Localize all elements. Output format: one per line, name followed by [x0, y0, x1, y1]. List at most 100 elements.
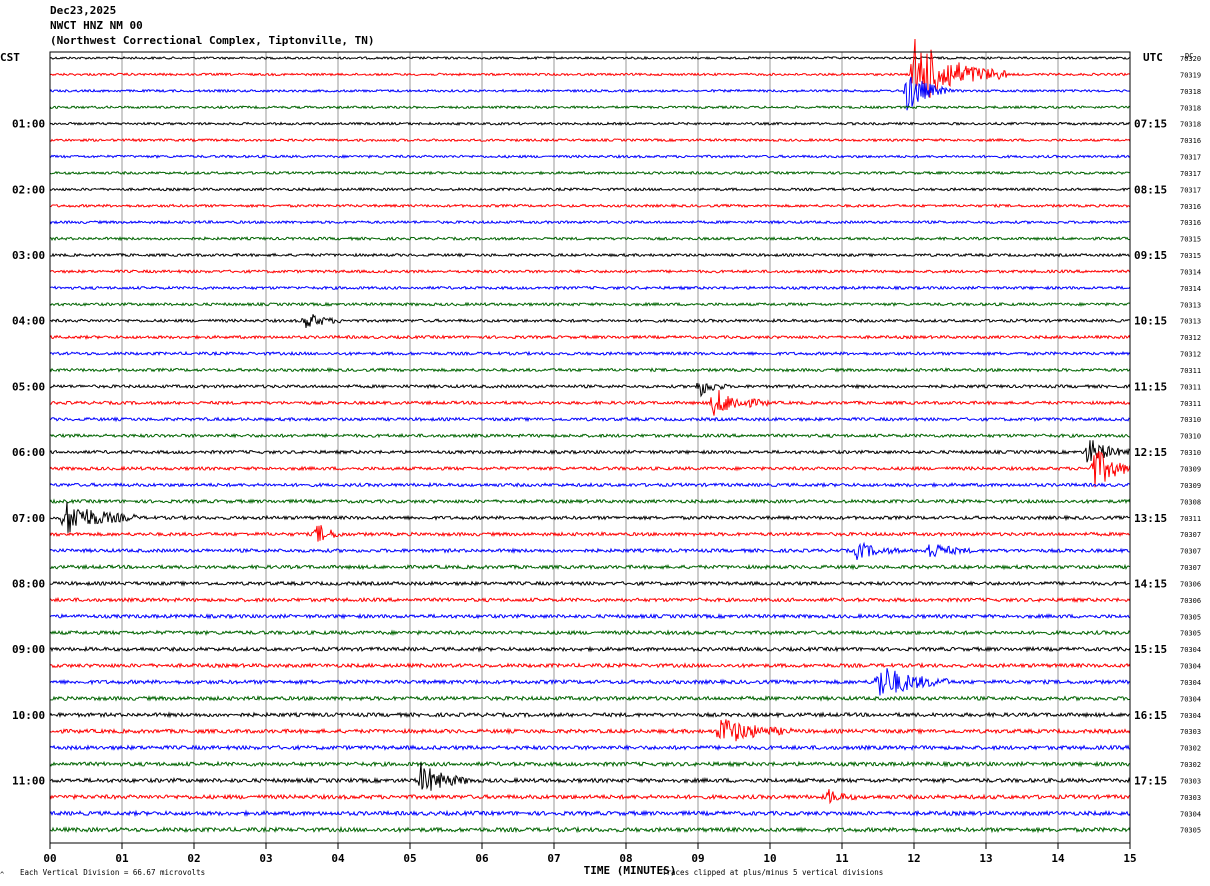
- trace-row-39: [49, 694, 1131, 702]
- trace-row-0: [49, 55, 1131, 61]
- trace-row-2: [49, 76, 1131, 111]
- dc-offset-label: 70309: [1180, 482, 1201, 490]
- dc-offset-label: 70306: [1180, 597, 1201, 605]
- cst-hour-label: 06:00: [12, 446, 45, 459]
- dc-offset-label: 70316: [1180, 137, 1201, 145]
- trace-row-21: [49, 390, 1131, 416]
- dc-offset-label: 70320: [1180, 55, 1201, 63]
- utc-hour-label: 15:15: [1134, 643, 1167, 656]
- trace-row-37: [49, 662, 1131, 669]
- dc-offset-label: 70308: [1180, 498, 1201, 506]
- dc-offset-label: 70317: [1180, 154, 1201, 162]
- trace-row-27: [49, 498, 1131, 505]
- trace-row-22: [49, 416, 1131, 423]
- trace-row-12: [49, 252, 1131, 258]
- trace-row-26: [49, 481, 1131, 489]
- trace-row-10: [49, 219, 1131, 225]
- utc-hour-label: 14:15: [1134, 577, 1167, 590]
- trace-row-43: [49, 760, 1131, 768]
- cst-hour-label: 09:00: [12, 643, 45, 656]
- trace-row-6: [49, 154, 1131, 159]
- trace-row-3: [49, 104, 1131, 110]
- dc-offset-label: 70317: [1180, 186, 1201, 194]
- dc-offset-label: 70302: [1180, 761, 1201, 769]
- cst-hour-label: 10:00: [12, 709, 45, 722]
- x-tick-label: 00: [43, 852, 56, 865]
- x-tick-label: 10: [763, 852, 776, 865]
- utc-hour-label: 13:15: [1134, 512, 1167, 525]
- utc-hour-label: 11:15: [1134, 380, 1167, 393]
- dc-offset-label: 70303: [1180, 794, 1201, 802]
- x-tick-label: 15: [1123, 852, 1136, 865]
- trace-row-24: [49, 440, 1131, 463]
- trace-row-20: [49, 382, 1131, 398]
- trace-row-7: [49, 170, 1131, 176]
- trace-row-31: [49, 563, 1131, 571]
- trace-row-23: [49, 432, 1131, 439]
- cst-hour-label: 08:00: [12, 577, 45, 590]
- dc-offset-label: 70310: [1180, 433, 1201, 441]
- dc-offset-label: 70304: [1180, 679, 1201, 687]
- x-tick-label: 05: [403, 852, 416, 865]
- utc-hour-label: 10:15: [1134, 315, 1167, 328]
- x-tick-label: 01: [115, 852, 129, 865]
- dc-offset-label: 70317: [1180, 170, 1201, 178]
- dc-offset-label: 70304: [1180, 663, 1201, 671]
- dc-offset-label: 70302: [1180, 745, 1201, 753]
- dc-offset-label: 70305: [1180, 630, 1201, 638]
- trace-row-4: [49, 121, 1131, 127]
- trace-row-45: [49, 789, 1131, 805]
- x-tick-label: 04: [331, 852, 345, 865]
- cst-hour-label: 11:00: [12, 774, 45, 787]
- dc-offset-label: 70310: [1180, 449, 1201, 457]
- cst-hour-label: 01:00: [12, 118, 45, 131]
- dc-offset-label: 70306: [1180, 580, 1201, 588]
- dc-offset-label: 70318: [1180, 104, 1201, 112]
- station-label: NWCT HNZ NM 00: [50, 19, 143, 32]
- x-tick-label: 12: [907, 852, 920, 865]
- dc-offset-label: 70304: [1180, 810, 1201, 818]
- dc-offset-label: 70315: [1180, 236, 1201, 244]
- utc-hour-label: 12:15: [1134, 446, 1167, 459]
- dc-offset-label: 70316: [1180, 219, 1201, 227]
- dc-offset-label: 70310: [1180, 416, 1201, 424]
- trace-row-34: [49, 613, 1131, 620]
- utc-hour-label: 17:15: [1134, 774, 1167, 787]
- dc-label: DC: [1185, 52, 1193, 60]
- trace-row-33: [49, 596, 1131, 603]
- cst-hour-label: 03:00: [12, 249, 45, 262]
- dc-offset-label: 70303: [1180, 728, 1201, 736]
- utc-hour-label: 16:15: [1134, 709, 1167, 722]
- dc-offset-label: 70312: [1180, 334, 1201, 342]
- cst-label: CST: [0, 51, 20, 64]
- scale-marker: ^: [0, 871, 4, 879]
- trace-row-18: [49, 350, 1131, 357]
- dc-offset-label: 70313: [1180, 318, 1201, 326]
- dc-offset-label: 70311: [1180, 383, 1201, 391]
- trace-row-28: [49, 501, 1131, 533]
- seismic-traces: [49, 38, 1131, 834]
- x-tick-label: 02: [187, 852, 200, 865]
- scale-note: Each Vertical Division = 66.67 microvolt…: [20, 868, 205, 877]
- cst-hour-label: 05:00: [12, 380, 45, 393]
- trace-row-36: [49, 645, 1131, 653]
- trace-row-14: [49, 285, 1131, 291]
- trace-row-40: [49, 711, 1131, 719]
- x-tick-label: 14: [1051, 852, 1065, 865]
- dc-offset-label: 70312: [1180, 351, 1201, 359]
- trace-row-15: [49, 301, 1131, 307]
- trace-row-47: [49, 825, 1131, 834]
- dc-offset-label: 70304: [1180, 712, 1201, 720]
- cst-hour-label: 07:00: [12, 512, 45, 525]
- utc-label: UTC: [1143, 51, 1163, 64]
- dc-offset-label: 70305: [1180, 613, 1201, 621]
- trace-row-16: [49, 314, 1131, 328]
- dc-offset-label: 70319: [1180, 71, 1201, 79]
- trace-row-19: [49, 367, 1131, 373]
- x-tick-label: 03: [259, 852, 272, 865]
- x-tick-label: 13: [979, 852, 992, 865]
- trace-row-11: [49, 236, 1131, 242]
- location-label: (Northwest Correctional Complex, Tiptonv…: [50, 34, 375, 47]
- utc-hour-label: 07:15: [1134, 118, 1167, 131]
